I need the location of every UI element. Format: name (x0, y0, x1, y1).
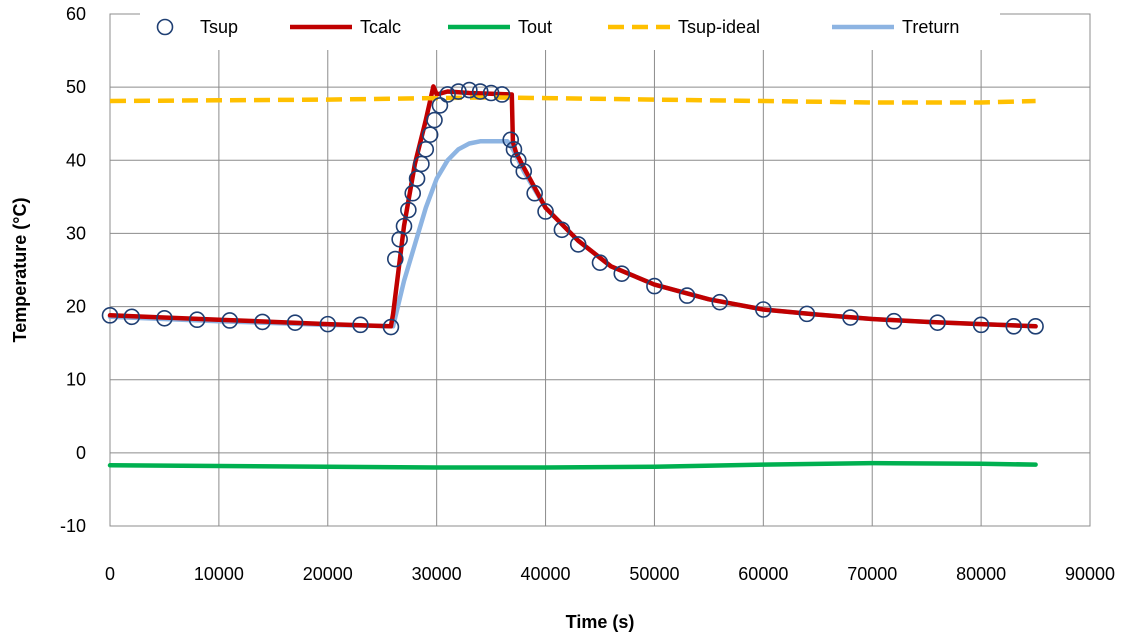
tsup-point (505, 141, 523, 158)
tsup-point (885, 312, 903, 330)
tsup-point (221, 312, 239, 329)
tsup-point (319, 315, 337, 333)
tsup-point (421, 126, 439, 143)
tsup-point (382, 318, 400, 336)
tout-line (107, 460, 1038, 470)
tsup-point (482, 84, 500, 102)
y-tick-label: 10 (66, 370, 86, 390)
tsup-point (417, 141, 435, 158)
tsup-point (537, 203, 554, 220)
tsup-point (404, 184, 422, 202)
series-tsup (101, 81, 1044, 336)
tsup-point (431, 97, 449, 114)
x-tick-label: 30000 (412, 564, 462, 584)
series-tcalc (107, 84, 1038, 329)
x-axis-title: Time (s) (566, 612, 635, 632)
tsup-point (510, 151, 527, 169)
legend-entry-treturn: Treturn (832, 17, 959, 37)
tsup-point (352, 316, 369, 334)
tsup-point (711, 293, 729, 311)
legend-label: Tsup-ideal (678, 17, 760, 37)
tsup-point (1027, 318, 1044, 335)
tsup-point (254, 313, 271, 331)
x-tick-label: 0 (105, 564, 115, 584)
tsup-point (188, 311, 206, 329)
y-tick-label: 20 (66, 297, 86, 317)
tsup-point (798, 305, 816, 323)
y-tick-label: -10 (60, 516, 86, 536)
tsup-point (439, 86, 456, 103)
legend-label: Tcalc (360, 17, 401, 37)
tsup-point (123, 308, 141, 326)
x-tick-label: 90000 (1065, 564, 1115, 584)
tsup-point (569, 236, 587, 253)
tsup-point (471, 83, 489, 100)
tsup-point (286, 314, 304, 331)
tsup-point (1005, 318, 1023, 335)
tsup-point (678, 287, 696, 304)
x-tick-label: 50000 (629, 564, 679, 584)
tsup-point (591, 254, 609, 271)
tsup-point (502, 131, 520, 149)
x-tick-label: 80000 (956, 564, 1006, 584)
x-tick-label: 20000 (303, 564, 353, 584)
tsup-point (613, 265, 631, 282)
x-tick-labels: 0 10000 20000 30000 40000 50000 60000 70000 8000… (105, 564, 1115, 584)
x-tick-label: 40000 (521, 564, 571, 584)
x-tick-label: 10000 (194, 564, 244, 584)
tsup-point (413, 155, 430, 173)
tsup-point (408, 170, 426, 187)
x-tick-label: 70000 (847, 564, 897, 584)
tsup-point (395, 217, 413, 235)
y-tick-label: 30 (66, 223, 86, 243)
series-tsup-ideal (109, 95, 1036, 105)
legend-label: Tsup (200, 17, 238, 37)
tsup-point (553, 221, 571, 239)
legend-label: Tout (518, 17, 552, 37)
legend-entry-tsup-ideal: Tsup-ideal (608, 17, 760, 37)
tsup-point (515, 162, 533, 180)
y-tick-label: 50 (66, 77, 86, 97)
tsup-point (493, 86, 511, 103)
tsup-ideal-line (109, 95, 1036, 105)
series-tout (107, 460, 1038, 470)
legend-label: Treturn (902, 17, 959, 37)
tsup-point (972, 316, 990, 334)
y-tick-labels: -10 0 10 20 30 40 50 60 (60, 4, 86, 536)
tsup-point (842, 309, 859, 326)
tsup-point (400, 201, 417, 219)
tsup-point (929, 314, 946, 331)
series-layer (101, 81, 1044, 470)
tsup-point (156, 309, 173, 327)
legend-entry-tout: Tout (448, 17, 552, 37)
tsup-point (450, 83, 467, 100)
legend-entry-tcalc: Tcalc (290, 17, 401, 37)
tsup-point (386, 250, 404, 268)
tsup-point (101, 307, 119, 324)
legend-swatch (156, 18, 174, 36)
tsup-point (755, 301, 772, 318)
tsup-point (646, 277, 663, 295)
y-tick-label: 60 (66, 4, 86, 24)
tsup-point (461, 81, 478, 99)
legend: Tsup Tcalc Tout Tsup-ideal Treturn (156, 17, 959, 37)
tcalc-line (107, 84, 1038, 329)
x-tick-label: 60000 (738, 564, 788, 584)
tsup-point (526, 184, 543, 202)
legend-entry-tsup: Tsup (156, 17, 238, 37)
y-tick-label: 40 (66, 150, 86, 170)
y-tick-label: 0 (76, 443, 86, 463)
tsup-point (426, 111, 443, 129)
y-axis-title: Temperature (°C) (10, 198, 30, 343)
